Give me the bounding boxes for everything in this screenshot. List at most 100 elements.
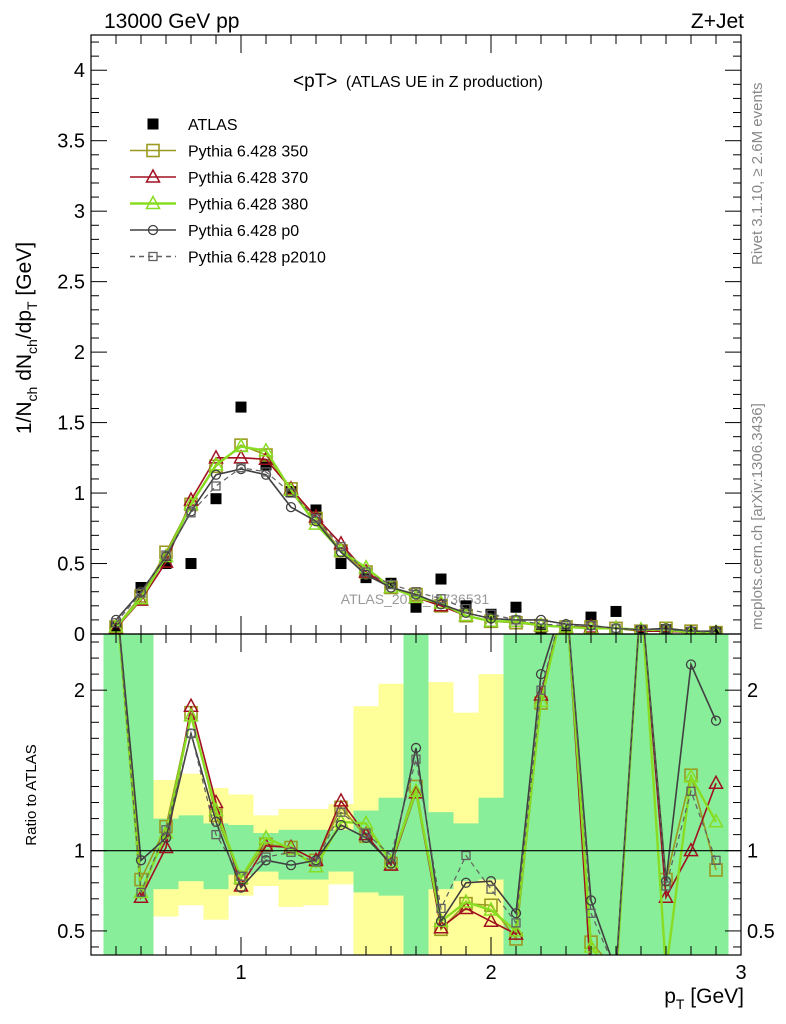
legend-entry: Pythia 6.428 350 — [130, 144, 308, 161]
ratio-data-point — [610, 965, 622, 977]
legend-entry: Pythia 6.428 p0 — [130, 223, 299, 240]
ratio-data-point — [585, 972, 598, 984]
ratio-data-point — [112, 589, 121, 598]
ratio-data-point — [411, 754, 421, 764]
ratio-y-tick-label: 1 — [74, 841, 85, 863]
ratio-data-point — [560, 587, 573, 599]
ratio-series-4 — [118, 634, 721, 975]
ratio-data-point — [635, 587, 648, 599]
top-data-point — [510, 601, 522, 613]
ratio-data-point — [560, 588, 572, 600]
ratio-data-point — [635, 588, 647, 600]
ratio-data-point — [585, 895, 597, 906]
top-data-point — [458, 607, 474, 622]
top-data-point — [610, 605, 622, 617]
top-data-point — [186, 508, 196, 518]
top-series-layer — [108, 401, 723, 634]
top-data-point — [460, 600, 472, 612]
ratio-series-line — [118, 634, 718, 955]
ratio-data-point — [335, 819, 347, 831]
top-data-point — [261, 467, 271, 477]
plot-title-sub: (ATLAS UE in Z production) — [346, 74, 543, 91]
top-y-axis-title: 1/Nch dNch/dpT [GeV] — [13, 242, 40, 434]
ratio-data-point — [612, 967, 620, 975]
ratio-data-point — [158, 838, 174, 854]
ratio-data-point — [708, 813, 724, 828]
legend-label: Pythia 6.428 p2010 — [188, 250, 326, 267]
top-data-point — [233, 437, 249, 453]
top-data-point — [161, 550, 171, 560]
ratio-data-point — [161, 825, 171, 835]
ratio-data-point — [710, 715, 722, 726]
ratio-y-tick-label-right: 2 — [747, 680, 758, 702]
ratio-data-point — [508, 925, 524, 940]
plot-title: <pT> (ATLAS UE in Z production) — [293, 71, 543, 92]
ratio-data-point — [386, 850, 396, 861]
green-band-bin — [453, 823, 479, 882]
top-data-point — [209, 459, 223, 474]
bottom-y-axis-title: Ratio to ATLAS — [23, 744, 40, 845]
ratio-data-point — [511, 918, 521, 928]
ratio-data-point — [536, 685, 546, 695]
green-band-bin — [528, 634, 554, 955]
ratio-data-point — [110, 587, 123, 599]
legend-label: ATLAS — [188, 117, 238, 134]
ratio-data-point — [660, 964, 673, 976]
ratio-data-point — [110, 588, 122, 600]
top-data-point — [461, 603, 471, 614]
ratio-data-point — [458, 893, 474, 908]
ratio-data-point — [560, 587, 573, 599]
ratio-y-tick-label: 2 — [74, 680, 85, 702]
ratio-data-point — [336, 807, 346, 817]
ratio-data-point — [383, 856, 399, 871]
ratio-data-point — [461, 850, 471, 861]
legend-marker — [147, 118, 159, 130]
ratio-y-tick-label: 0.5 — [57, 921, 85, 943]
ratio-y-tick-label-right: 1 — [747, 841, 758, 863]
legend-entry: Pythia 6.428 370 — [130, 168, 308, 187]
top-data-point — [336, 541, 346, 552]
top-data-point — [386, 580, 396, 590]
top-data-point — [285, 502, 297, 513]
ratio-data-point — [286, 847, 296, 857]
top-data-point — [258, 450, 274, 465]
ratio-series-layer — [110, 587, 724, 984]
top-y-tick-label: 3.5 — [57, 131, 85, 153]
legend-label: Pythia 6.428 p0 — [188, 223, 299, 240]
top-data-point — [433, 594, 449, 609]
top-data-point — [335, 558, 347, 570]
top-data-point — [311, 513, 321, 524]
legend-marker — [146, 143, 160, 158]
ratio-data-point — [686, 786, 696, 796]
header-right-label: Z+Jet — [691, 10, 744, 33]
ratio-data-point — [460, 877, 472, 888]
ratio-data-point — [183, 697, 199, 712]
top-data-point — [436, 594, 446, 604]
top-y-tick-label: 0.5 — [57, 554, 85, 576]
ratio-data-point — [635, 587, 648, 599]
top-data-point — [435, 573, 447, 585]
top-data-point — [411, 587, 421, 597]
ratio-data-point — [436, 903, 446, 914]
top-y-tick-label: 1.5 — [57, 413, 85, 435]
top-data-point — [208, 449, 224, 464]
ratio-data-point — [610, 972, 623, 984]
top-data-point — [634, 621, 648, 634]
top-y-tick-label: 0 — [74, 624, 85, 646]
green-band-bin — [478, 797, 504, 880]
ratio-y-tick-label-right: 0.5 — [747, 921, 775, 943]
ratio-data-point — [211, 829, 221, 840]
top-y-tick-label: 1 — [74, 483, 85, 505]
ratio-data-point — [136, 887, 146, 898]
ratio-data-point — [610, 972, 623, 984]
ratio-data-point — [258, 829, 274, 844]
top-data-point — [286, 488, 296, 498]
ratio-data-point — [435, 916, 447, 927]
top-data-point — [410, 601, 422, 613]
top-data-point — [210, 469, 222, 480]
ratio-data-point — [311, 857, 321, 867]
legend-entry: Pythia 6.428 380 — [130, 194, 308, 214]
ratio-data-point — [261, 852, 271, 862]
top-data-point — [335, 547, 347, 558]
plot-title-main: <pT> — [293, 71, 337, 92]
